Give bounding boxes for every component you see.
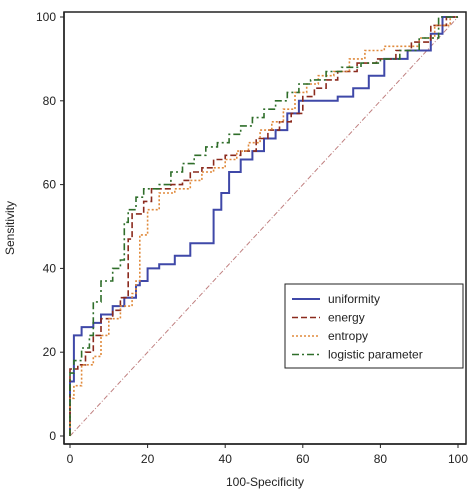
x-tick-group: 0 20 40 60 80 100 (67, 444, 468, 466)
series-line-3 (69, 16, 458, 436)
y-tick-group: 0 20 40 60 80 100 (36, 10, 64, 443)
x-tick-label: 40 (219, 452, 233, 466)
y-tick-label: 0 (49, 429, 56, 443)
legend-label: uniformity (328, 292, 380, 306)
legend: uniformity energy entropy logistic paramete… (284, 283, 464, 369)
y-tick-label: 60 (43, 178, 57, 192)
series-line-4 (69, 16, 458, 436)
x-tick-label: 80 (374, 452, 388, 466)
x-axis-title: 100-Specificity (226, 475, 304, 489)
legend-label: energy (328, 311, 365, 325)
series-layer (69, 16, 458, 436)
y-tick-label: 20 (43, 345, 57, 359)
reference-line-layer (69, 16, 459, 437)
y-tick-label: 80 (43, 94, 57, 108)
y-tick-label: 100 (36, 10, 56, 24)
series-line-1 (69, 16, 458, 436)
y-axis-title: Sensitivity (3, 201, 17, 255)
y-tick-label: 40 (43, 261, 57, 275)
plot-frame (63, 11, 467, 445)
x-tick-label: 60 (296, 452, 310, 466)
x-tick-label: 0 (67, 452, 74, 466)
legend-label: logistic parameter (328, 348, 423, 362)
legend-label: entropy (328, 329, 368, 343)
x-tick-label: 20 (141, 452, 155, 466)
x-tick-label: 100 (448, 452, 468, 466)
reference-diagonal-line (69, 16, 459, 437)
